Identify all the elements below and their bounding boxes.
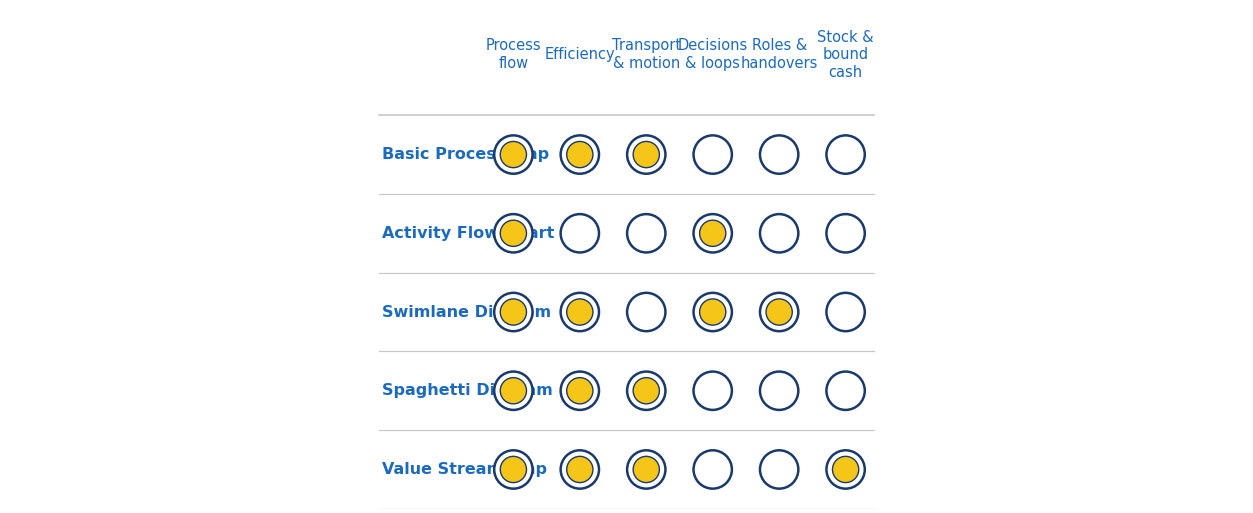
- Circle shape: [699, 299, 725, 325]
- Circle shape: [832, 457, 858, 483]
- Circle shape: [566, 299, 593, 325]
- Text: Basic Process Map: Basic Process Map: [382, 147, 549, 162]
- Circle shape: [827, 214, 865, 252]
- Circle shape: [633, 142, 659, 168]
- Circle shape: [500, 220, 526, 246]
- Circle shape: [633, 457, 659, 483]
- Circle shape: [626, 214, 665, 252]
- Circle shape: [626, 135, 665, 174]
- Circle shape: [761, 135, 798, 174]
- Circle shape: [560, 135, 599, 174]
- Circle shape: [699, 220, 725, 246]
- Circle shape: [694, 214, 732, 252]
- Circle shape: [500, 299, 526, 325]
- Text: Swimlane Diagram: Swimlane Diagram: [382, 305, 551, 320]
- Text: Value Stream Map: Value Stream Map: [382, 462, 546, 477]
- Circle shape: [827, 293, 865, 331]
- Circle shape: [566, 378, 593, 404]
- Text: Stock &
bound
cash: Stock & bound cash: [817, 30, 873, 80]
- Circle shape: [560, 214, 599, 252]
- Text: Spaghetti Diagram: Spaghetti Diagram: [382, 383, 553, 398]
- Circle shape: [560, 450, 599, 489]
- Circle shape: [694, 371, 732, 410]
- Circle shape: [494, 450, 533, 489]
- Circle shape: [694, 450, 732, 489]
- Circle shape: [560, 293, 599, 331]
- Circle shape: [566, 457, 593, 483]
- Circle shape: [500, 378, 526, 404]
- Circle shape: [626, 371, 665, 410]
- Circle shape: [766, 299, 792, 325]
- Text: Roles &
handovers: Roles & handovers: [741, 38, 818, 71]
- Circle shape: [761, 293, 798, 331]
- Circle shape: [827, 450, 865, 489]
- Circle shape: [494, 135, 533, 174]
- Circle shape: [494, 293, 533, 331]
- Text: Efficiency: Efficiency: [545, 47, 615, 62]
- Text: Decisions
& loops: Decisions & loops: [678, 38, 748, 71]
- Text: Transport
& motion: Transport & motion: [611, 38, 680, 71]
- Circle shape: [494, 371, 533, 410]
- Text: Activity Flow Chart: Activity Flow Chart: [382, 226, 554, 241]
- Circle shape: [761, 450, 798, 489]
- Text: Process
flow: Process flow: [486, 38, 541, 71]
- Circle shape: [560, 371, 599, 410]
- Circle shape: [566, 142, 593, 168]
- Circle shape: [761, 371, 798, 410]
- Circle shape: [761, 214, 798, 252]
- Circle shape: [694, 293, 732, 331]
- Circle shape: [827, 371, 865, 410]
- Circle shape: [694, 135, 732, 174]
- Circle shape: [494, 214, 533, 252]
- Circle shape: [500, 142, 526, 168]
- Circle shape: [500, 457, 526, 483]
- Circle shape: [633, 378, 659, 404]
- Circle shape: [626, 450, 665, 489]
- Circle shape: [827, 135, 865, 174]
- Circle shape: [626, 293, 665, 331]
